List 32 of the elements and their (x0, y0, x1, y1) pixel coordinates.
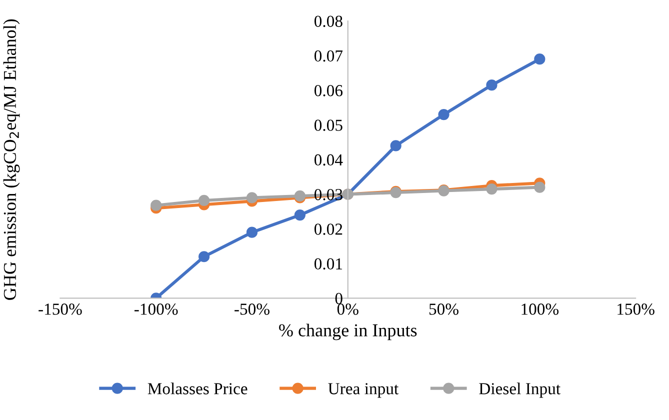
point (294, 209, 306, 221)
legend-label: Molasses Price (148, 382, 248, 394)
point (150, 200, 162, 211)
point (198, 251, 210, 262)
point (534, 54, 546, 65)
point (246, 226, 258, 238)
point (486, 183, 498, 195)
y-tick-label: 0.04 (314, 154, 343, 166)
point (486, 80, 498, 91)
y-axis-title: GHG emission (kgCO$_{2}$eq/MJ Ethanol) (3, 19, 20, 300)
x-tick-label: -150% (38, 304, 82, 315)
y-tick-label: 0.01 (314, 258, 342, 270)
point (198, 194, 210, 206)
y-tick-label: 0.02 (314, 224, 342, 235)
x-tick-label: 100% (522, 304, 559, 315)
y-tick-label: 0.05 (314, 120, 342, 131)
y-tick-label: 0.07 (314, 50, 343, 62)
y-tick-label: 0.06 (314, 85, 343, 96)
y-tick-label: 0 (335, 292, 342, 304)
point (390, 140, 402, 152)
point (534, 182, 546, 193)
y-tick-label: 0.08 (314, 16, 342, 28)
x-tick-label: 50% (429, 304, 458, 315)
point (246, 192, 258, 204)
point (438, 109, 450, 120)
x-tick-label: -100% (134, 304, 178, 315)
legend-label: Diesel Input (479, 382, 560, 398)
legend-label: Urea input (328, 383, 399, 398)
x-tick-label: -50% (234, 304, 270, 315)
x-axis-title: % change in Inputs (279, 324, 417, 340)
x-tick-label: 150% (618, 304, 654, 315)
x-tick-label: 0% (337, 304, 358, 315)
